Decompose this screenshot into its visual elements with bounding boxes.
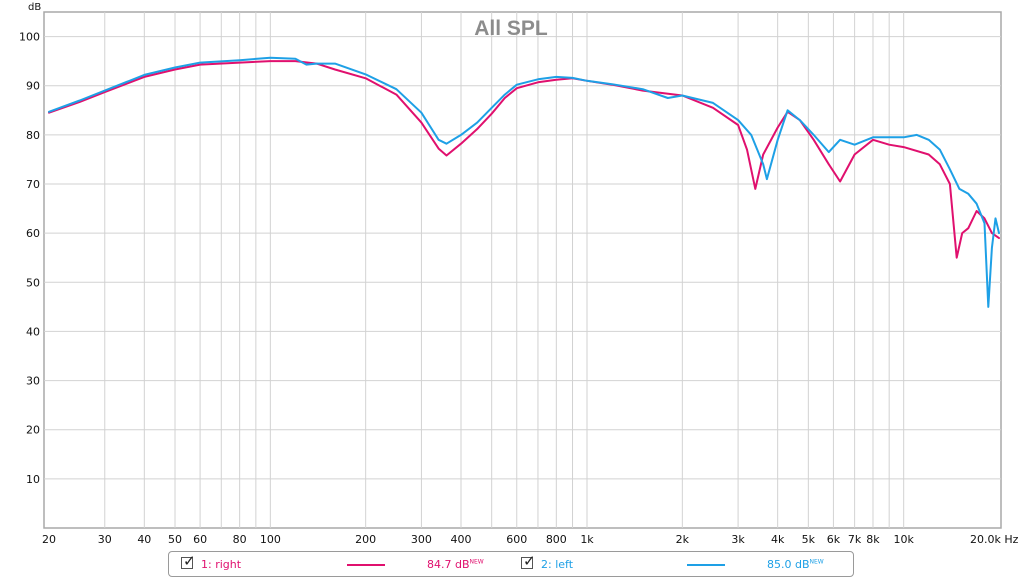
x-tick-label: 10k (893, 533, 914, 546)
y-tick-label: 40 (26, 325, 40, 338)
legend-value-right-text: 84.7 dB (427, 558, 470, 571)
x-tick-label: 6k (827, 533, 841, 546)
x-tick-label: 800 (546, 533, 567, 546)
x-tick-label: 4k (771, 533, 785, 546)
x-tick-label: 3k (731, 533, 745, 546)
x-tick-label: 5k (802, 533, 816, 546)
y-axis-unit-label: dB (28, 2, 41, 13)
legend-value-left-badge: NEW (809, 558, 824, 566)
y-tick-label: 100 (19, 31, 40, 44)
spl-chart: 10 20 30 40 50 60 70 80 90 100 20 30 40 50 60 80 100 200 3… (19, 2, 1019, 546)
grid-lines (44, 12, 1001, 528)
plot-area (43, 11, 1002, 529)
y-tick-label: 80 (26, 129, 40, 142)
x-tick-label: 50 (168, 533, 182, 546)
x-tick-label: 40 (137, 533, 151, 546)
x-tick-label: 8k (866, 533, 880, 546)
x-tick-label: 600 (506, 533, 527, 546)
x-tick-label: 20 (42, 533, 56, 546)
x-tick-label: 7k (848, 533, 862, 546)
legend-value-left: 85.0 dBNEW (767, 558, 824, 571)
x-tick-label: 20.0k Hz (970, 533, 1019, 546)
x-tick-label: 60 (193, 533, 207, 546)
y-tick-label: 90 (26, 80, 40, 93)
y-tick-label: 30 (26, 375, 40, 388)
x-tick-label: 400 (450, 533, 471, 546)
y-tick-label: 10 (26, 473, 40, 486)
x-tick-label: 2k (676, 533, 690, 546)
legend-swatch-right (347, 564, 385, 566)
checkmark-icon: ✓ (183, 552, 196, 570)
right-checkbox[interactable]: ✓ (181, 552, 196, 570)
legend-value-left-text: 85.0 dB (767, 558, 810, 571)
y-tick-label: 70 (26, 178, 40, 191)
legend-item-right: ✓ 1: right 84.7 dBNEW (169, 552, 509, 576)
series-line-left (48, 56, 1000, 308)
x-tick-label: 30 (98, 533, 112, 546)
y-tick-label: 50 (26, 276, 40, 289)
chart-title: All SPL (474, 17, 548, 40)
x-tick-label: 100 (260, 533, 281, 546)
legend-item-left: ✓ 2: left 85.0 dBNEW (509, 552, 849, 576)
left-checkbox[interactable]: ✓ (521, 552, 536, 570)
legend-swatch-left (687, 564, 725, 566)
series-lines (48, 56, 1000, 308)
legend-label-right: 1: right (201, 558, 242, 571)
x-tick-label: 200 (355, 533, 376, 546)
y-tick-label: 20 (26, 424, 40, 437)
x-tick-label: 1k (580, 533, 594, 546)
x-tick-label: 300 (411, 533, 432, 546)
legend-label-left: 2: left (541, 558, 574, 571)
checkmark-icon: ✓ (523, 552, 536, 570)
legend-value-right: 84.7 dBNEW (427, 558, 484, 571)
x-tick-label: 80 (233, 533, 247, 546)
legend: ✓ 1: right 84.7 dBNEW ✓ 2: left 85.0 dBN… (168, 551, 854, 577)
y-tick-label: 60 (26, 227, 40, 240)
series-line-right (48, 60, 1000, 259)
axis-ticks: 10 20 30 40 50 60 70 80 90 100 20 30 40 50 60 80 100 200 3… (19, 31, 1019, 546)
legend-value-right-badge: NEW (469, 558, 484, 566)
